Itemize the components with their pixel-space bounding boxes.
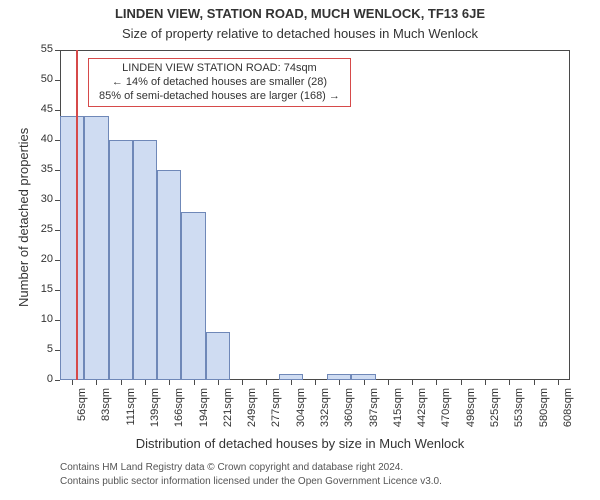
- x-tick: [72, 380, 73, 385]
- x-tick: [388, 380, 389, 385]
- chart-title: LINDEN VIEW, STATION ROAD, MUCH WENLOCK,…: [0, 6, 600, 21]
- y-tick-label: 0: [25, 373, 53, 385]
- info-box: LINDEN VIEW STATION ROAD: 74sqm← 14% of …: [88, 58, 351, 107]
- y-tick-label: 55: [25, 43, 53, 55]
- property-marker-line: [76, 50, 78, 380]
- x-tick: [145, 380, 146, 385]
- x-tick: [315, 380, 316, 385]
- x-tick: [242, 380, 243, 385]
- y-axis-label: Number of detached properties: [16, 128, 31, 307]
- x-tick: [218, 380, 219, 385]
- info-box-line2: ← 14% of detached houses are smaller (28…: [99, 76, 340, 90]
- y-tick: [55, 80, 60, 81]
- bar: [84, 116, 108, 380]
- y-tick: [55, 380, 60, 381]
- bar: [60, 116, 84, 380]
- bar: [157, 170, 181, 380]
- x-tick: [339, 380, 340, 385]
- x-tick: [121, 380, 122, 385]
- x-tick: [169, 380, 170, 385]
- bar: [181, 212, 205, 380]
- y-tick: [55, 50, 60, 51]
- x-tick: [266, 380, 267, 385]
- x-tick: [364, 380, 365, 385]
- footer-line-1: Contains HM Land Registry data © Crown c…: [60, 462, 403, 473]
- x-tick: [194, 380, 195, 385]
- x-tick: [96, 380, 97, 385]
- y-tick: [55, 110, 60, 111]
- x-tick: [436, 380, 437, 385]
- bar: [109, 140, 133, 380]
- x-axis-label: Distribution of detached houses by size …: [0, 436, 600, 451]
- x-tick: [412, 380, 413, 385]
- chart-subtitle: Size of property relative to detached ho…: [0, 26, 600, 41]
- y-tick-label: 50: [25, 73, 53, 85]
- y-tick-label: 45: [25, 103, 53, 115]
- x-tick: [291, 380, 292, 385]
- y-tick-label: 5: [25, 343, 53, 355]
- info-box-line1: LINDEN VIEW STATION ROAD: 74sqm: [99, 62, 340, 76]
- x-tick: [509, 380, 510, 385]
- bar: [206, 332, 230, 380]
- bar: [133, 140, 157, 380]
- x-tick: [558, 380, 559, 385]
- x-tick: [534, 380, 535, 385]
- y-tick-label: 10: [25, 313, 53, 325]
- info-box-line3: 85% of semi-detached houses are larger (…: [99, 90, 340, 104]
- footer-line-2: Contains public sector information licen…: [60, 476, 442, 487]
- x-tick: [461, 380, 462, 385]
- x-tick: [485, 380, 486, 385]
